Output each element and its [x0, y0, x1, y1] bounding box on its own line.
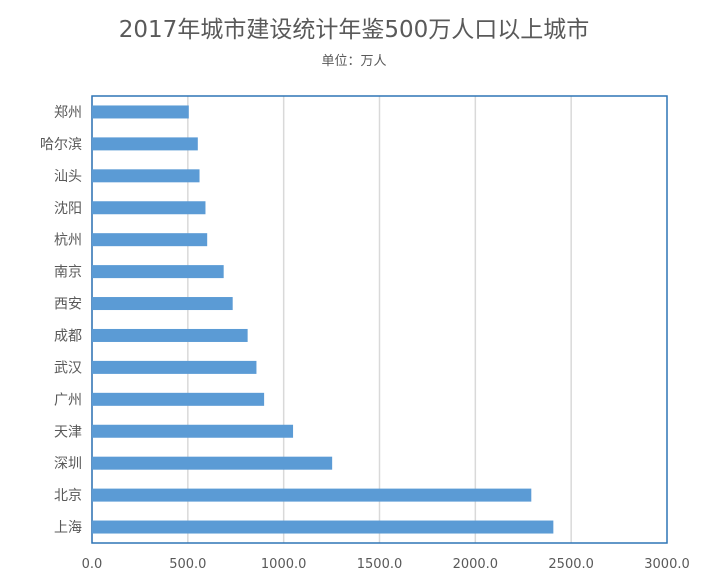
y-tick-label: 西安: [54, 297, 82, 313]
y-tick-label: 天津: [54, 424, 82, 440]
bar: [92, 265, 224, 279]
bar: [92, 297, 233, 311]
bar: [92, 233, 208, 247]
bar: [92, 488, 532, 502]
bar: [92, 137, 198, 151]
y-tick-label: 汕头: [54, 169, 82, 185]
y-tick-label: 武汉: [54, 360, 82, 376]
x-tick-label: 1500.0: [357, 557, 403, 572]
chart-title: 2017年城市建设统计年鉴500万人口以上城市: [118, 17, 590, 43]
x-tick-label: 2500.0: [548, 557, 594, 572]
x-tick-label: 0.0: [82, 557, 103, 572]
y-tick-label: 深圳: [54, 456, 82, 472]
chart-subtitle: 单位：万人: [321, 54, 387, 69]
bar: [92, 520, 554, 534]
x-tick-label: 1000.0: [261, 557, 307, 572]
bar: [92, 392, 265, 406]
y-tick-label: 成都: [54, 328, 82, 344]
x-tick-label: 500.0: [169, 557, 206, 572]
bar: [92, 360, 257, 374]
bar: [92, 105, 189, 119]
y-tick-label: 郑州: [54, 105, 82, 121]
y-tick-label: 哈尔滨: [40, 137, 82, 153]
y-tick-label: 南京: [54, 265, 82, 281]
bar: [92, 328, 248, 342]
bar: [92, 456, 333, 470]
plot-frame: [91, 95, 668, 544]
bar: [92, 201, 206, 215]
y-tick-label: 广州: [54, 392, 82, 408]
x-tick-label: 3000.0: [644, 557, 690, 572]
x-tick-label: 2000.0: [453, 557, 499, 572]
y-tick-label: 杭州: [54, 233, 82, 249]
y-tick-label: 沈阳: [54, 201, 82, 217]
y-tick-label: 北京: [54, 488, 82, 504]
bar: [92, 424, 294, 438]
y-tick-label: 上海: [54, 520, 82, 536]
bar: [92, 169, 200, 183]
